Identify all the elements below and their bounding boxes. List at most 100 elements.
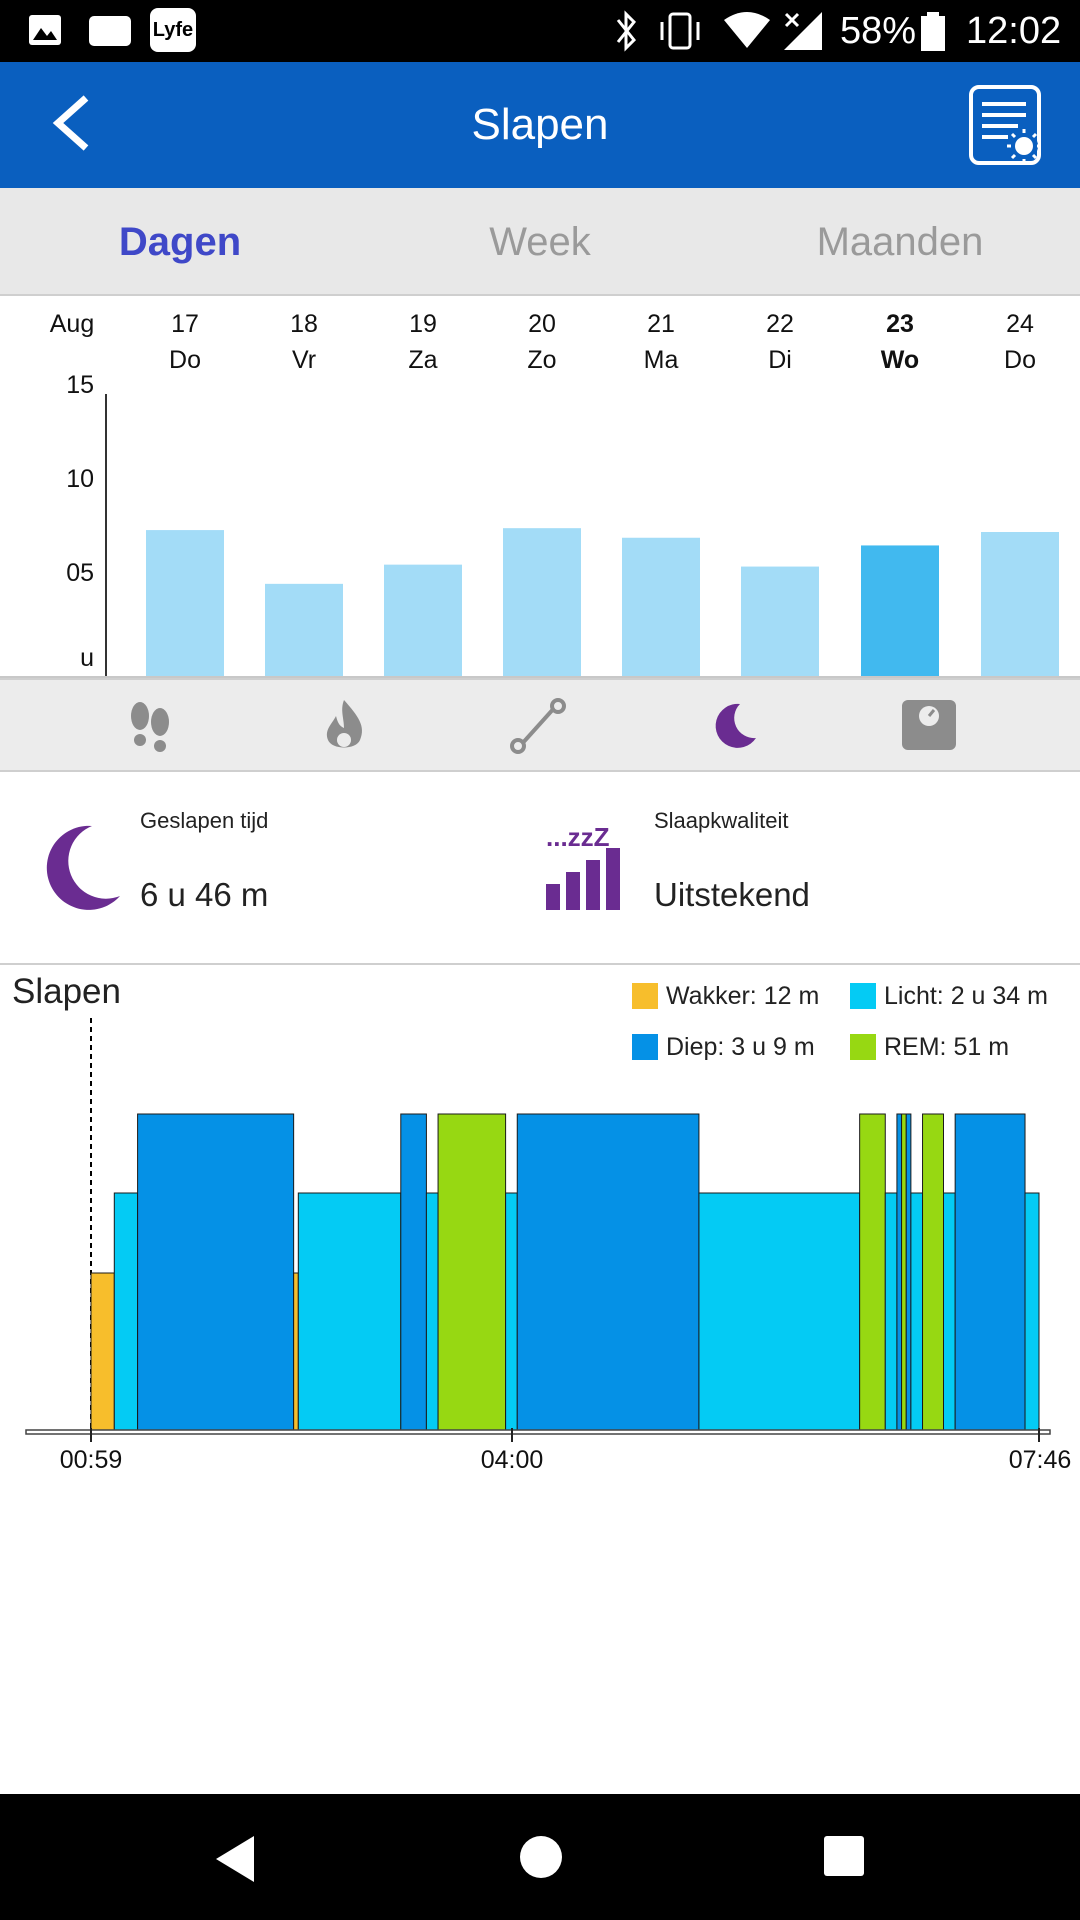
sleep-segment-rem (922, 1113, 945, 1431)
sleep-segment-deep (905, 1113, 912, 1431)
sleep-segment-rem (859, 1113, 886, 1431)
status-bar: Lyfe 58% 12:02 (0, 0, 1080, 62)
sleep-segment-deep (516, 1113, 700, 1431)
sleep-segment-rem (901, 1113, 907, 1431)
x-axis (25, 1429, 1051, 1435)
month-label: Aug (49, 310, 95, 338)
y-tick: u (80, 644, 94, 672)
tab-dagen[interactable]: Dagen (118, 220, 242, 264)
system-nav-bar (0, 1794, 1080, 1920)
day-bar-21[interactable] (622, 537, 700, 676)
date-number: 21 (647, 310, 675, 338)
day-bar-20[interactable] (503, 528, 581, 676)
sleep-segment-light (943, 1192, 956, 1431)
gallery-icon (29, 15, 61, 45)
date-number: 22 (766, 310, 794, 338)
sleep-segment-light (113, 1192, 139, 1431)
legend-swatch-wakker (632, 983, 658, 1009)
day-bar-23[interactable] (861, 545, 939, 676)
sleep-segment-light (1024, 1192, 1040, 1431)
date-number: 24 (1006, 310, 1034, 338)
date-column-23[interactable]: 23 Wo (850, 306, 950, 378)
legend-swatch-licht (850, 983, 876, 1009)
period-tabs: Dagen Week Maanden (0, 188, 1080, 296)
day-bar-19[interactable] (384, 564, 462, 676)
x-tick-label: 07:46 (1009, 1446, 1072, 1474)
sleep-segment-deep (896, 1113, 903, 1431)
back-nav-icon[interactable] (212, 1834, 258, 1884)
clock: 12:02 (966, 10, 1062, 52)
day-bar-24[interactable] (981, 532, 1059, 676)
tab-week[interactable]: Week (489, 220, 591, 264)
flame-icon[interactable] (314, 698, 374, 754)
day-bar-22[interactable] (741, 566, 819, 676)
report-icon[interactable] (968, 84, 1048, 166)
legend-swatch-rem (850, 1034, 876, 1060)
chevron-left-icon[interactable] (46, 92, 96, 154)
sleep-quality-label: Slaapkwaliteit (654, 808, 789, 833)
sleep-segment-wake (90, 1272, 115, 1431)
page-title: Slapen (471, 100, 609, 149)
hypnogram-title: Slapen (12, 972, 121, 1011)
battery-icon (921, 12, 945, 51)
date-number: 19 (409, 310, 437, 338)
vibrate-icon (660, 12, 700, 50)
date-column-21[interactable]: 21 Ma (611, 306, 711, 378)
signal-icon (784, 12, 822, 50)
date-weekday: Wo (880, 346, 920, 374)
date-weekday: Do (169, 346, 201, 374)
date-number: 18 (290, 310, 318, 338)
date-weekday: Ma (643, 346, 679, 374)
day-bar-17[interactable] (146, 530, 224, 676)
moon-icon (46, 825, 120, 910)
quality-icon-text: ...zzZ (546, 822, 610, 852)
recents-nav-icon[interactable] (822, 1834, 866, 1878)
y-tick: 05 (66, 559, 94, 587)
date-column-18[interactable]: 18 Vr (254, 306, 354, 378)
date-column-17[interactable]: 17 Do (135, 306, 235, 378)
day-bar-18[interactable] (265, 583, 343, 676)
date-number: 20 (528, 310, 556, 338)
battery-percent: 58% (840, 10, 917, 52)
sleep-time-value: 6 u 46 m (140, 876, 269, 913)
legend-swatch-diep (632, 1034, 658, 1060)
sleep-segment-light (910, 1192, 924, 1431)
moon-icon[interactable] (704, 698, 764, 754)
home-nav-icon[interactable] (518, 1834, 564, 1880)
distance-icon[interactable] (508, 698, 568, 754)
card-icon (89, 16, 131, 46)
sleep-segment-wake (293, 1272, 299, 1431)
date-weekday: Di (768, 346, 792, 374)
sleep-segment-light (698, 1192, 861, 1431)
date-number: 17 (171, 310, 199, 338)
sleep-segment-deep (137, 1113, 295, 1431)
scale-icon[interactable] (900, 698, 960, 754)
app-notification-icon: Lyfe (150, 8, 196, 52)
footsteps-icon[interactable] (120, 698, 180, 754)
hypnogram-chart: 00:59 04:00 07:46 (25, 1018, 1072, 1474)
metric-icon-strip (0, 678, 1080, 772)
date-weekday: Vr (291, 346, 317, 374)
x-tick-label: 04:00 (481, 1446, 544, 1474)
legend-rem: REM: 51 m (884, 1033, 1010, 1061)
date-weekday: Zo (527, 346, 557, 374)
legend-licht: Licht: 2 u 34 m (884, 982, 1048, 1010)
sleep-quality-value: Uitstekend (654, 876, 810, 913)
bluetooth-icon (616, 10, 637, 52)
app-bar: Slapen (0, 62, 1080, 188)
date-weekday: Do (1004, 346, 1036, 374)
tab-maanden[interactable]: Maanden (816, 220, 984, 264)
date-column-20[interactable]: 20 Zo (492, 306, 592, 378)
divider (0, 963, 1080, 965)
sleep-segment-light (297, 1192, 402, 1431)
date-column-22[interactable]: 22 Di (730, 306, 830, 378)
date-column-24[interactable]: 24 Do (970, 306, 1070, 378)
sleep-time-label: Geslapen tijd (140, 808, 269, 833)
date-weekday: Za (408, 346, 438, 374)
date-column-19[interactable]: 19 Za (373, 306, 473, 378)
y-tick: 15 (66, 371, 94, 399)
weekly-sleep-chart (0, 394, 1080, 678)
legend-diep: Diep: 3 u 9 m (666, 1033, 815, 1061)
y-tick: 10 (66, 465, 94, 493)
date-number: 23 (886, 310, 914, 338)
